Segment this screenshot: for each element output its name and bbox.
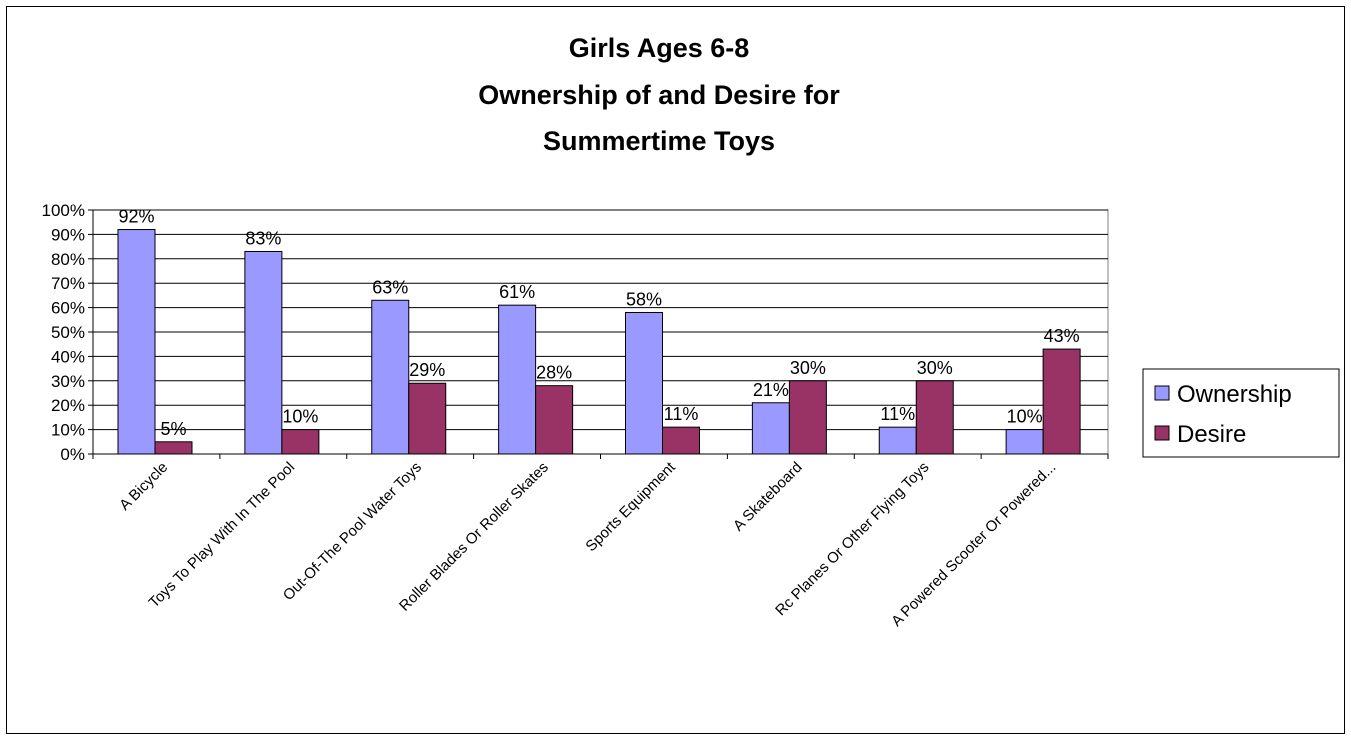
y-tick-label: 80% <box>51 250 85 269</box>
data-label-ownership: 10% <box>1007 407 1043 427</box>
bar-ownership <box>751 402 790 455</box>
legend: Ownership Desire <box>1142 368 1340 458</box>
bar-desire <box>1042 348 1081 455</box>
plot-area: 0% 10% 20% 30% 40% 50% 60% 70% 80% 90% 100% 92% 5% A … <box>42 201 1109 630</box>
chart-frame: Girls Ages 6-8 Ownership of and Desire f… <box>6 6 1345 734</box>
bar-desire <box>788 380 827 455</box>
bar-ownership <box>244 250 283 455</box>
chart-title-line-3: Summertime Toys <box>543 126 775 156</box>
bar-ownership <box>625 311 663 455</box>
y-tick-label: 90% <box>51 225 85 244</box>
y-tick-label: 100% <box>42 201 85 220</box>
y-tick-label: 60% <box>51 299 85 318</box>
data-label-ownership: 92% <box>118 207 154 227</box>
category-label: Toys To Play With In The Pool <box>146 459 299 612</box>
data-label-ownership: 63% <box>372 277 408 297</box>
data-label-desire: 29% <box>409 360 445 380</box>
bar-desire <box>408 382 447 455</box>
data-label-desire: 30% <box>917 358 953 378</box>
bar-desire <box>281 429 320 455</box>
y-tick-label: 40% <box>51 347 85 366</box>
bar-ownership <box>1005 429 1044 455</box>
bar-desire <box>535 385 574 455</box>
data-label-desire: 5% <box>160 419 186 439</box>
data-label-ownership: 83% <box>245 228 281 248</box>
bar-desire <box>915 380 954 455</box>
data-label-desire: 28% <box>536 363 572 383</box>
data-label-desire: 30% <box>790 358 826 378</box>
legend-swatch-ownership <box>1154 385 1170 401</box>
data-label-ownership: 21% <box>753 380 789 400</box>
category-label: A Bicycle <box>116 459 171 514</box>
bar-chart: Girls Ages 6-8 Ownership of and Desire f… <box>42 33 1340 630</box>
y-tick-label: 20% <box>51 396 85 415</box>
data-label-desire: 11% <box>664 404 699 424</box>
chart-title-line-1: Girls Ages 6-8 <box>569 33 750 63</box>
category-label: Out-Of-The Pool Water Toys <box>280 459 425 604</box>
data-label-ownership: 58% <box>626 289 662 309</box>
bar-desire <box>662 426 700 455</box>
legend-label-ownership: Ownership <box>1177 381 1292 408</box>
y-tick-label: 10% <box>51 421 85 440</box>
category-label: Roller Blades Or Roller Skates <box>396 459 552 615</box>
data-label-desire: 10% <box>282 407 318 427</box>
category-label: Rc Planes Or Other Flying Toys <box>772 459 932 619</box>
bar-ownership <box>878 426 917 455</box>
y-tick-label: 50% <box>51 323 85 342</box>
bar-ownership <box>371 299 410 455</box>
legend-swatch-desire <box>1154 425 1170 441</box>
bar-desire <box>154 441 193 455</box>
data-label-ownership: 61% <box>499 282 535 302</box>
category-label: A Skateboard <box>730 459 806 535</box>
data-label-ownership: 11% <box>880 404 915 424</box>
chart-title: Girls Ages 6-8 Ownership of and Desire f… <box>478 33 840 156</box>
bar-ownership <box>498 304 537 455</box>
category-label: Sports Equipment <box>582 458 679 555</box>
y-tick-label: 30% <box>51 372 85 391</box>
legend-label-desire: Desire <box>1177 421 1246 448</box>
legend-box <box>1142 368 1340 458</box>
y-tick-label: 70% <box>51 274 85 293</box>
data-label-desire: 43% <box>1044 326 1080 346</box>
chart-title-line-2: Ownership of and Desire for <box>478 80 840 110</box>
bar-ownership <box>117 229 156 455</box>
y-tick-label: 0% <box>60 445 85 464</box>
